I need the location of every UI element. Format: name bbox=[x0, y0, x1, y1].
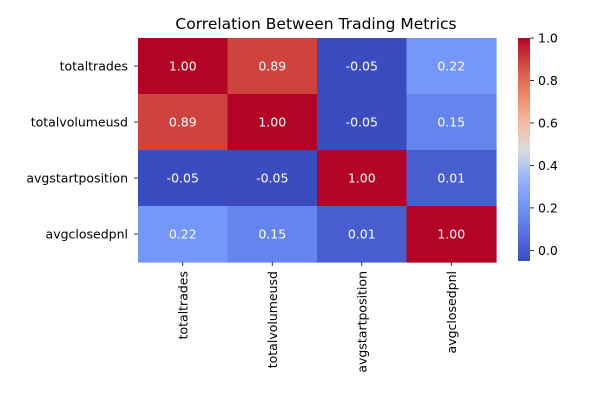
heatmap-cell bbox=[227, 150, 318, 207]
heatmap-cell bbox=[317, 38, 408, 95]
colorbar-tick-label: 0.4 bbox=[538, 158, 558, 173]
cell-value-label: 0.15 bbox=[437, 115, 465, 130]
heatmap-cell bbox=[227, 38, 318, 95]
heatmap-cell bbox=[317, 94, 408, 151]
heatmap-cell bbox=[406, 206, 497, 263]
colorbar-tick-label: 0.2 bbox=[538, 200, 558, 215]
colorbar: 0.0 0.2 0.4 0.6 0.8 1.0 bbox=[518, 31, 558, 261]
y-axis: totaltrades totalvolumeusd avgstartpositio… bbox=[26, 59, 138, 242]
cell-value-label: 0.89 bbox=[169, 115, 197, 130]
x-tick-label: avgstartposition bbox=[354, 271, 369, 373]
heatmap-cell bbox=[317, 206, 408, 263]
x-tick-label: totalvolumeusd bbox=[265, 271, 280, 368]
heatmap-cell bbox=[317, 150, 408, 207]
colorbar-tick-label: 1.0 bbox=[538, 31, 558, 46]
cell-value-label: 0.15 bbox=[258, 227, 286, 242]
heatmap-cell bbox=[227, 94, 318, 151]
colorbar-tick-label: 0.6 bbox=[538, 115, 558, 130]
y-tick-label: avgstartposition bbox=[26, 171, 128, 186]
heatmap-cell bbox=[138, 150, 229, 207]
x-tick-label: avgclosedpnl bbox=[444, 271, 459, 353]
heatmap-cells bbox=[138, 38, 497, 263]
colorbar-gradient bbox=[518, 38, 530, 261]
x-tick-label: totaltrades bbox=[175, 271, 190, 339]
cell-value-label: -0.05 bbox=[346, 59, 378, 74]
cell-value-label: 0.01 bbox=[437, 171, 465, 186]
heatmap-cell bbox=[138, 206, 229, 263]
heatmap-cell-labels: 1.00 0.89 -0.05 0.22 0.89 1.00 -0.05 0.15 -0.05 -… bbox=[167, 59, 466, 242]
cell-value-label: 0.22 bbox=[437, 59, 465, 74]
cell-value-label: -0.05 bbox=[346, 115, 378, 130]
cell-value-label: 1.00 bbox=[258, 115, 286, 130]
heatmap-cell bbox=[138, 38, 229, 95]
heatmap-cell bbox=[406, 150, 497, 207]
cell-value-label: 0.22 bbox=[169, 227, 197, 242]
heatmap-cell bbox=[406, 38, 497, 95]
x-axis: totaltrades totalvolumeusd avgstartpositio… bbox=[175, 262, 459, 373]
heatmap-cell bbox=[406, 94, 497, 151]
colorbar-tick-label: 0.0 bbox=[538, 243, 558, 258]
cell-value-label: 0.01 bbox=[348, 227, 376, 242]
y-tick-label: avgclosedpnl bbox=[46, 227, 128, 242]
cell-value-label: -0.05 bbox=[167, 171, 199, 186]
heatmap-cell bbox=[138, 94, 229, 151]
cell-value-label: 0.89 bbox=[258, 59, 286, 74]
heatmap-cell bbox=[227, 206, 318, 263]
cell-value-label: -0.05 bbox=[256, 171, 288, 186]
cell-value-label: 1.00 bbox=[437, 227, 465, 242]
y-tick-label: totalvolumeusd bbox=[31, 115, 128, 130]
cell-value-label: 1.00 bbox=[348, 171, 376, 186]
y-tick-label: totaltrades bbox=[60, 59, 128, 74]
colorbar-tick-label: 0.8 bbox=[538, 73, 558, 88]
chart-title: Correlation Between Trading Metrics bbox=[175, 15, 456, 33]
cell-value-label: 1.00 bbox=[169, 59, 197, 74]
